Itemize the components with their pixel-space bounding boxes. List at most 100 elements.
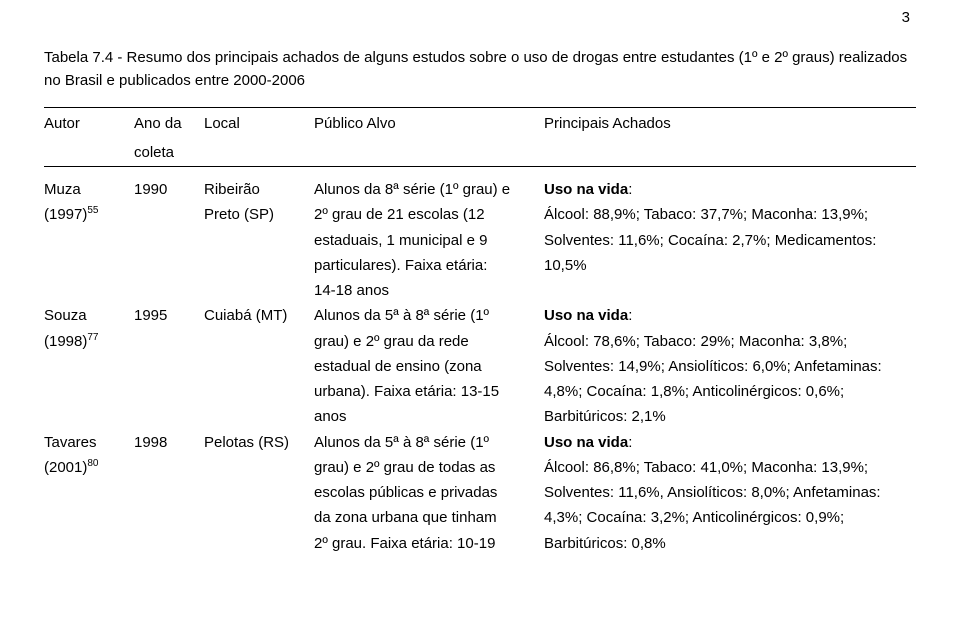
cell-year [134,253,204,278]
cell-achados: Uso na vida: [544,430,916,455]
cell-author: Souza [44,303,134,328]
table-row: da zona urbana que tinham4,3%; Cocaína: … [44,505,916,530]
table-row: Souza1995Cuiabá (MT)Alunos da 5ª à 8ª sé… [44,303,916,328]
cell-year [134,455,204,480]
cell-year [134,480,204,505]
cell-local [204,354,314,379]
cell-achados: 10,5% [544,253,916,278]
cell-local [204,404,314,429]
cell-local [204,379,314,404]
cell-publico: estaduais, 1 municipal e 9 [314,228,544,253]
cell-author: (1998)77 [44,329,134,354]
cell-achados [544,278,916,303]
table-row: escolas públicas e privadasSolventes: 11… [44,480,916,505]
cell-author [44,480,134,505]
cell-local [204,278,314,303]
cell-local [204,480,314,505]
cell-publico: da zona urbana que tinham [314,505,544,530]
cell-publico: Alunos da 8ª série (1º grau) e [314,177,544,202]
cell-achados: 4,3%; Cocaína: 3,2%; Anticolinérgicos: 0… [544,505,916,530]
col-author: Autor [44,107,134,139]
cell-publico: particulares). Faixa etária: [314,253,544,278]
cell-local [204,455,314,480]
cell-local: Preto (SP) [204,202,314,227]
cell-achados: Barbitúricos: 2,1% [544,404,916,429]
cell-year [134,329,204,354]
table-body: Muza1990RibeirãoAlunos da 8ª série (1º g… [44,177,916,556]
cell-author [44,354,134,379]
table-row: (2001)80 grau) e 2º grau de todas asÁlcoo… [44,455,916,480]
table-row: urbana). Faixa etária: 13-154,8%; Cocaín… [44,379,916,404]
col-local: Local [204,107,314,139]
cell-author [44,253,134,278]
cell-publico: grau) e 2º grau da rede [314,329,544,354]
cell-publico: 2º grau de 21 escolas (12 [314,202,544,227]
table-row: 2º grau. Faixa etária: 10-19Barbitúricos… [44,531,916,556]
cell-year: 1998 [134,430,204,455]
cell-achados: Solventes: 11,6%, Ansiolíticos: 8,0%; An… [544,480,916,505]
cell-author [44,404,134,429]
cell-year [134,531,204,556]
cell-author [44,278,134,303]
cell-achados: Álcool: 88,9%; Tabaco: 37,7%; Maconha: 1… [544,202,916,227]
cell-achados: Álcool: 78,6%; Tabaco: 29%; Maconha: 3,8… [544,329,916,354]
table-row: Muza1990RibeirãoAlunos da 8ª série (1º g… [44,177,916,202]
cell-publico: 14-18 anos [314,278,544,303]
cell-year [134,404,204,429]
table-row: estadual de ensino (zonaSolventes: 14,9%… [44,354,916,379]
cell-publico: escolas públicas e privadas [314,480,544,505]
cell-publico: Alunos da 5ª à 8ª série (1º [314,303,544,328]
page: 3 Tabela 7.4 - Resumo dos principais ach… [0,0,960,556]
cell-achados: Uso na vida: [544,177,916,202]
cell-achados: Solventes: 11,6%; Cocaína: 2,7%; Medicam… [544,228,916,253]
cell-author: (2001)80 [44,455,134,480]
data-table: Autor Ano da Local Público Alvo Principa… [44,107,916,556]
cell-local: Cuiabá (MT) [204,303,314,328]
cell-year [134,278,204,303]
cell-year [134,505,204,530]
table-row: particulares). Faixa etária:10,5% [44,253,916,278]
table-row: estaduais, 1 municipal e 9Solventes: 11,… [44,228,916,253]
cell-year [134,228,204,253]
cell-publico: urbana). Faixa etária: 13-15 [314,379,544,404]
cell-local [204,228,314,253]
cell-author [44,531,134,556]
cell-publico: anos [314,404,544,429]
cell-author: (1997)55 [44,202,134,227]
table-row: (1998)77 grau) e 2º grau da redeÁlcool: 7… [44,329,916,354]
cell-publico: Alunos da 5ª à 8ª série (1º [314,430,544,455]
cell-local: Pelotas (RS) [204,430,314,455]
cell-local [204,329,314,354]
table-row: (1997)55 Preto (SP)2º grau de 21 escolas … [44,202,916,227]
table-head: Autor Ano da Local Público Alvo Principa… [44,107,916,177]
cell-local [204,531,314,556]
col-publico: Público Alvo [314,107,544,139]
table-row: anosBarbitúricos: 2,1% [44,404,916,429]
cell-publico: 2º grau. Faixa etária: 10-19 [314,531,544,556]
col-achados: Principais Achados [544,107,916,139]
cell-publico: grau) e 2º grau de todas as [314,455,544,480]
cell-author [44,228,134,253]
table-caption: Tabela 7.4 - Resumo dos principais achad… [44,46,916,93]
col-year-sub: coleta [134,139,204,167]
table-row: Tavares1998Pelotas (RS)Alunos da 5ª à 8ª… [44,430,916,455]
cell-author: Tavares [44,430,134,455]
cell-local: Ribeirão [204,177,314,202]
cell-achados: 4,8%; Cocaína: 1,8%; Anticolinérgicos: 0… [544,379,916,404]
cell-author: Muza [44,177,134,202]
cell-year [134,354,204,379]
col-year: Ano da [134,107,204,139]
cell-achados: Uso na vida: [544,303,916,328]
cell-year [134,202,204,227]
cell-year [134,379,204,404]
cell-achados: Álcool: 86,8%; Tabaco: 41,0%; Maconha: 1… [544,455,916,480]
cell-author [44,379,134,404]
cell-author [44,505,134,530]
page-number: 3 [902,6,910,29]
cell-achados: Barbitúricos: 0,8% [544,531,916,556]
table-row: 14-18 anos [44,278,916,303]
cell-local [204,505,314,530]
cell-publico: estadual de ensino (zona [314,354,544,379]
cell-year: 1990 [134,177,204,202]
cell-year: 1995 [134,303,204,328]
